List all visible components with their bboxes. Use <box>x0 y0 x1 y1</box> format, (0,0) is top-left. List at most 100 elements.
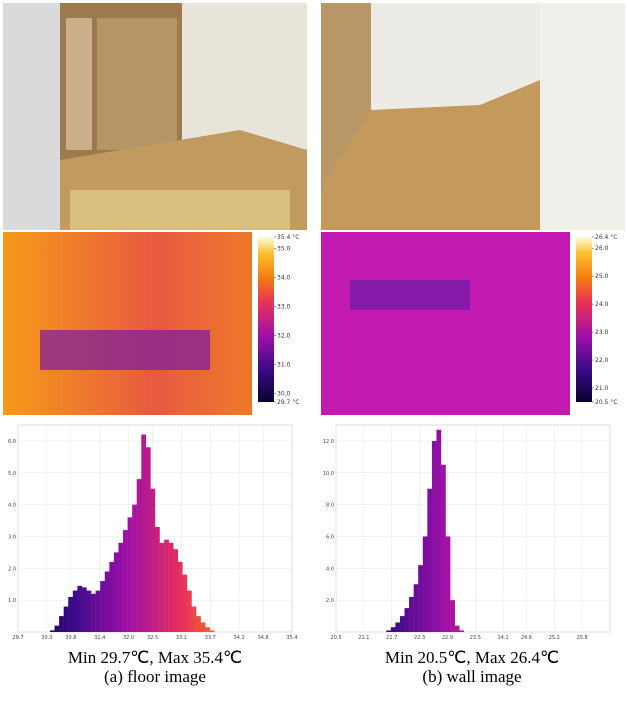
x-tick-label: 29.7 <box>12 635 23 641</box>
colorbar-label: 26.0 <box>595 245 609 252</box>
y-tick-label: 4.0 <box>326 566 334 572</box>
y-tick-label: 2.0 <box>326 598 334 604</box>
bar <box>173 549 178 632</box>
floor-thermal <box>3 232 307 415</box>
colorbar-label: 20.5 °C <box>595 399 617 406</box>
bar <box>395 622 400 632</box>
floor-photo <box>3 3 307 230</box>
caption: (a) floor image <box>104 667 206 686</box>
colorbar-label: 23.0 <box>595 329 609 336</box>
colorbar-label: 22.0 <box>595 357 609 364</box>
colorbar-label: 21.0 <box>595 385 609 392</box>
bar <box>205 627 210 632</box>
x-tick-label: 21.7 <box>386 635 397 641</box>
bar <box>210 630 215 632</box>
y-tick-label: 10.0 <box>323 471 334 477</box>
bar <box>169 543 174 632</box>
colorbar-label: 26.4 °C <box>595 234 617 241</box>
colorbar-label: 35.0 <box>277 246 291 253</box>
bar <box>73 591 78 632</box>
bar <box>164 540 169 632</box>
colorbar-label: 32.0 <box>277 332 291 339</box>
x-tick-label: 35.4 <box>286 635 297 641</box>
bar <box>459 630 464 632</box>
bar <box>201 622 206 632</box>
colorbar-label: 33.0 <box>277 303 291 310</box>
bar <box>400 616 405 632</box>
bar <box>182 575 187 632</box>
colorbar-label: 34.0 <box>277 275 291 282</box>
bar <box>414 584 419 632</box>
bar <box>187 591 192 632</box>
bar <box>160 543 165 632</box>
bar <box>109 562 114 632</box>
x-tick-label: 32.0 <box>123 635 134 641</box>
bar <box>446 536 451 632</box>
wall-thermal <box>321 232 625 415</box>
bar <box>82 587 87 632</box>
bar <box>178 562 183 632</box>
bar <box>441 465 446 632</box>
colorbar-label: 25.0 <box>595 273 609 280</box>
colorbar-label: 29.7 °C <box>277 399 299 406</box>
bar <box>155 527 160 632</box>
bar <box>91 594 96 632</box>
bar <box>118 543 123 632</box>
wall-photo <box>321 3 625 230</box>
bar <box>77 586 82 632</box>
figure: Min 29.7℃, Max 35.4℃ (a) floor image Min… <box>0 0 627 718</box>
bar <box>100 581 105 632</box>
bar <box>409 597 414 632</box>
bar <box>196 616 201 632</box>
y-tick-label: 8.0 <box>326 503 334 509</box>
bar <box>405 608 410 632</box>
bar <box>105 571 110 632</box>
x-tick-label: 30.3 <box>41 635 52 641</box>
colorbar-label: 31.0 <box>277 361 291 368</box>
bar <box>418 565 423 632</box>
bar <box>150 489 155 632</box>
x-tick-label: 34.3 <box>234 635 245 641</box>
bar <box>192 607 197 632</box>
bar <box>59 616 64 632</box>
bar <box>96 591 101 632</box>
bar <box>455 626 460 632</box>
bar <box>146 447 151 632</box>
x-tick-label: 25.2 <box>549 635 560 641</box>
colorbar-label: 30.0 <box>277 390 291 397</box>
x-tick-label: 23.5 <box>470 635 481 641</box>
bar <box>64 607 69 632</box>
x-tick-label: 33.7 <box>205 635 216 641</box>
bar <box>436 430 441 632</box>
colorbar-label: 24.0 <box>595 301 609 308</box>
bar <box>55 626 60 632</box>
y-tick-label: 3.0 <box>8 534 16 540</box>
x-tick-label: 24.1 <box>498 635 509 641</box>
x-tick-label: 25.8 <box>577 635 588 641</box>
y-tick-label: 4.0 <box>8 503 16 509</box>
x-tick-label: 32.5 <box>147 635 158 641</box>
colorbar-label: 35.4 °C <box>277 234 299 241</box>
bar <box>137 479 142 632</box>
caption-stats: Min 20.5℃, Max 26.4℃ <box>385 648 559 667</box>
bar <box>432 441 437 632</box>
x-tick-label: 33.1 <box>176 635 187 641</box>
x-tick-label: 34.8 <box>258 635 269 641</box>
bar <box>450 600 455 632</box>
bar <box>386 630 391 632</box>
x-tick-label: 30.8 <box>65 635 76 641</box>
x-tick-label: 31.4 <box>94 635 105 641</box>
x-tick-label: 22.9 <box>442 635 453 641</box>
bar <box>68 597 73 632</box>
caption: (b) wall image <box>422 667 521 686</box>
bar <box>114 552 119 632</box>
bar <box>50 630 55 632</box>
y-tick-label: 1.0 <box>8 598 16 604</box>
plot-area <box>336 425 610 632</box>
bar <box>391 627 396 632</box>
x-tick-label: 21.1 <box>358 635 369 641</box>
x-tick-label: 22.3 <box>414 635 425 641</box>
x-tick-label: 24.6 <box>521 635 532 641</box>
y-tick-label: 6.0 <box>8 439 16 445</box>
y-tick-label: 2.0 <box>8 566 16 572</box>
